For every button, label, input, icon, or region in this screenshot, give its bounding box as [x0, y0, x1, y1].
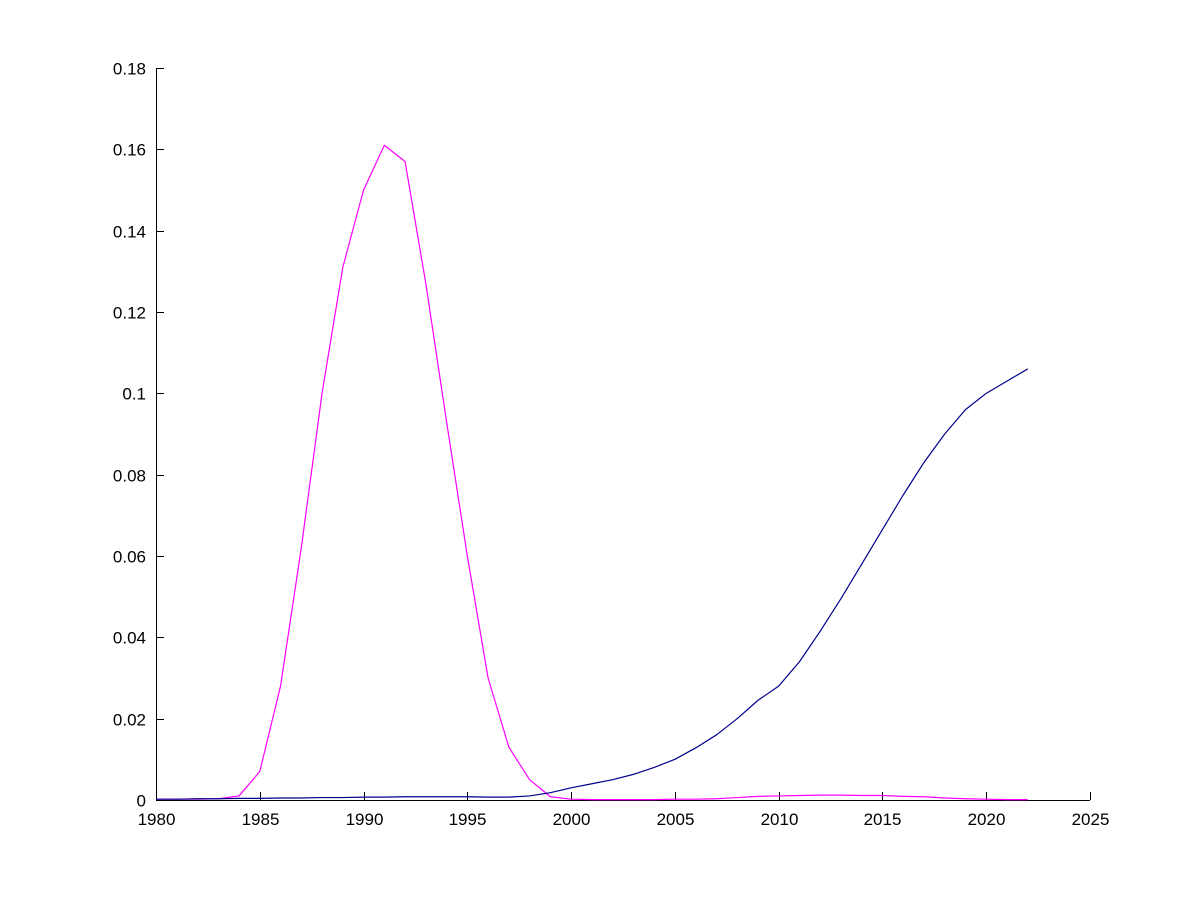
y-tick-label: 0.02	[113, 710, 146, 729]
y-tick-label: 0.06	[113, 547, 146, 566]
x-tick-label: 2000	[553, 810, 591, 829]
dark-blue-series-line	[156, 368, 1029, 800]
x-tick-label: 2015	[864, 810, 902, 829]
y-tick-label: 0	[137, 791, 146, 810]
y-tick-label: 0.08	[113, 466, 146, 485]
y-tick-label: 0.16	[113, 140, 146, 159]
y-tick-label: 0.18	[113, 59, 146, 78]
x-tick-label: 2025	[1072, 810, 1110, 829]
x-tick-label: 2020	[968, 810, 1006, 829]
magenta-series-line	[156, 144, 1028, 801]
x-tick-label: 1980	[138, 810, 176, 829]
x-tick-label: 1995	[449, 810, 487, 829]
x-tick-label: 1985	[242, 810, 280, 829]
y-tick-label: 0.04	[113, 628, 146, 647]
x-tick-label: 2010	[761, 810, 799, 829]
y-tick-label: 0.12	[113, 303, 146, 322]
x-tick-label: 2005	[657, 810, 695, 829]
x-tick-label: 1990	[346, 810, 384, 829]
y-tick-label: 0.14	[113, 222, 146, 241]
y-tick-label: 0.1	[122, 384, 146, 403]
